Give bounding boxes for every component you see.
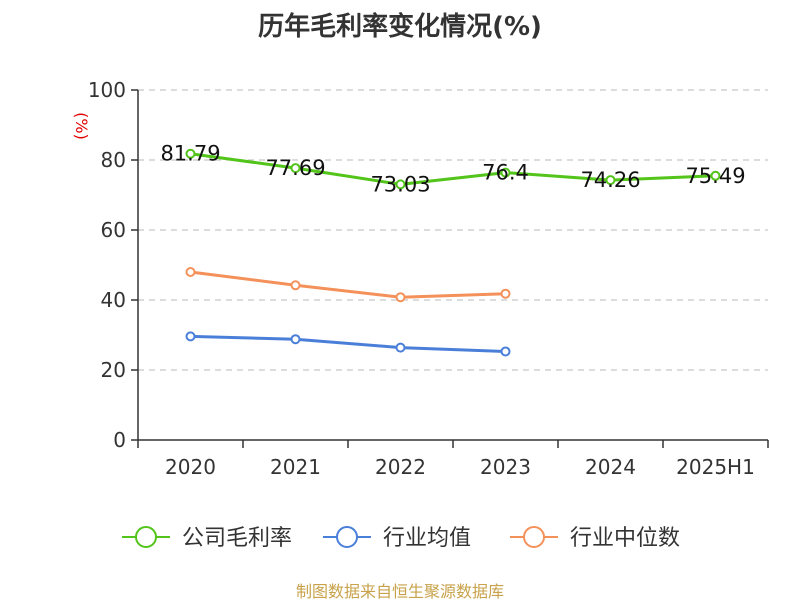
legend-marker-1 <box>336 526 358 548</box>
series-0-point-2022 <box>395 179 406 190</box>
series-1-point-2023 <box>500 346 511 357</box>
legend-label-2: 行业中位数 <box>570 526 680 551</box>
data-label-2025H1: 75.49 <box>685 164 745 188</box>
series-line-2 <box>190 270 506 299</box>
y-tick-label-80: 80 <box>101 148 126 172</box>
data-labels: 81.79 77.69 73.03 76.4 74.26 75.49 <box>160 142 745 197</box>
series-1-point-2020 <box>185 331 196 342</box>
y-tick-label-0: 0 <box>113 428 126 452</box>
y-tick-label-60: 60 <box>101 218 126 242</box>
series-0-point-2021 <box>290 163 301 174</box>
series-0-point-2025H1 <box>710 170 721 181</box>
legend[interactable]: 公司毛利率 行业均值 行业中位数 <box>122 526 680 551</box>
gridlines <box>138 89 768 371</box>
legend-label-0: 公司毛利率 <box>182 526 292 551</box>
legend-item-1[interactable]: 行业均值 <box>323 526 471 551</box>
legend-marker-2 <box>523 526 545 548</box>
data-label-2022: 73.03 <box>370 172 430 196</box>
data-label-2021: 77.69 <box>265 156 325 180</box>
legend-item-0[interactable]: 公司毛利率 <box>122 526 292 551</box>
series-2-point-2023 <box>500 288 511 299</box>
y-tick-label-40: 40 <box>101 288 126 312</box>
legend-marker-0 <box>135 526 157 548</box>
series-0-point-2023 <box>500 167 511 178</box>
data-label-2023: 76.4 <box>482 161 529 185</box>
series-1-point-2022 <box>395 342 406 353</box>
series-0-point-2024 <box>605 175 616 186</box>
source-note: 制图数据来自恒生聚源数据库 <box>295 582 504 601</box>
x-tick-label-2022: 2022 <box>375 455 426 479</box>
chart-title: 历年毛利率变化情况(%) <box>258 12 542 42</box>
y-tick-label-100: 100 <box>88 78 126 102</box>
x-tick-label-2023: 2023 <box>480 455 531 479</box>
y-tick-label-20: 20 <box>101 358 126 382</box>
series-line-0 <box>190 152 716 186</box>
y-unit-label: (%) <box>72 112 91 140</box>
legend-item-2[interactable]: 行业中位数 <box>510 526 680 551</box>
series-layer <box>185 148 721 357</box>
series-2-point-2020 <box>185 267 196 277</box>
series-2-point-2021 <box>290 280 301 291</box>
series-line-1 <box>190 334 506 353</box>
x-tick-label-2021: 2021 <box>270 455 321 479</box>
x-tick-label-2025H1: 2025H1 <box>676 455 755 479</box>
legend-label-1: 行业均值 <box>383 526 471 551</box>
series-2-point-2022 <box>395 292 406 303</box>
x-tick-label-2020: 2020 <box>165 455 216 479</box>
data-label-2020: 81.79 <box>160 142 220 166</box>
series-0-point-2020 <box>185 148 196 159</box>
x-tick-label-2024: 2024 <box>585 455 636 479</box>
axes: 0 20 40 60 80 100 (%) 2020 2021 2022 2023 2024 2025H… <box>72 78 769 479</box>
data-label-2024: 74.26 <box>580 168 640 192</box>
series-1-point-2021 <box>290 334 301 345</box>
